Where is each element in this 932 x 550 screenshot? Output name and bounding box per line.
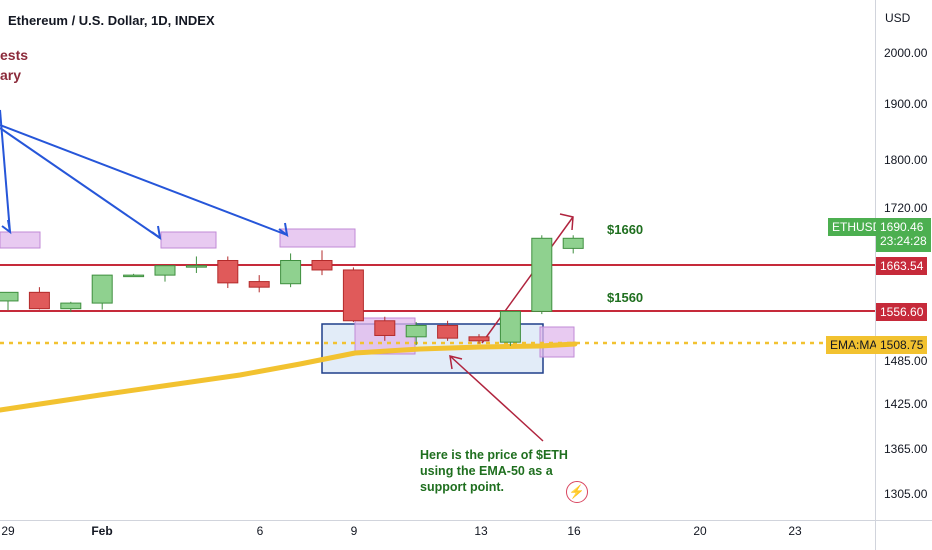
date-tick-label: 9 bbox=[350, 524, 358, 538]
highlight-box-1 bbox=[0, 231, 41, 249]
blue-trend-arrow-1 bbox=[0, 127, 161, 239]
candle-body bbox=[280, 259, 302, 285]
date-tick-label: 16 bbox=[567, 524, 581, 538]
date-tick-label: 6 bbox=[256, 524, 264, 538]
note-line-3: support point. bbox=[420, 480, 505, 494]
date-tick-label: Feb bbox=[91, 524, 113, 538]
blue-arrowhead-1 bbox=[1, 219, 12, 235]
red-breakout-arrow bbox=[481, 216, 574, 344]
date-tick-label: 23 bbox=[788, 524, 802, 538]
chart-title: Ethereum / U.S. Dollar, 1D, INDEX bbox=[8, 13, 215, 28]
blue-trend-arrow-3 bbox=[0, 109, 11, 233]
candle-body bbox=[468, 336, 490, 342]
candle-body bbox=[342, 269, 364, 322]
candle-body bbox=[437, 324, 459, 339]
last-price-tag: 1690.46 23:24:28 bbox=[876, 218, 931, 252]
candle-body bbox=[374, 320, 396, 336]
red-arrowhead-up bbox=[559, 213, 574, 231]
price-tick-label: 2000.00 bbox=[884, 46, 928, 60]
date-tick-label: 13 bbox=[474, 524, 488, 538]
ema-label-tag: EMA:MA bbox=[826, 336, 882, 354]
candle-body bbox=[562, 237, 584, 249]
bar-countdown: 23:24:28 bbox=[880, 234, 927, 248]
lightning-bolt-icon[interactable]: ⚡ bbox=[566, 481, 588, 503]
ema-price-tag: 1508.75 bbox=[876, 336, 928, 354]
last-price: 1690.46 bbox=[880, 220, 924, 234]
red-pointer-arrow bbox=[449, 355, 544, 442]
price-tick-label: 1365.00 bbox=[884, 442, 928, 456]
highlight-box-2 bbox=[160, 231, 217, 249]
note-line-2: using the EMA-50 as a bbox=[420, 464, 553, 478]
candle-body bbox=[499, 310, 521, 343]
candle-body bbox=[217, 259, 239, 284]
candle-body bbox=[405, 324, 427, 338]
blue-arrowhead-2 bbox=[151, 225, 162, 241]
annotation-note: Here is the price of $ETH using the EMA-… bbox=[420, 447, 568, 495]
candle-body bbox=[60, 302, 82, 310]
candle-body bbox=[28, 291, 50, 310]
candle-body bbox=[248, 281, 270, 288]
ema-50-line bbox=[0, 341, 578, 413]
price-tick-label: 1425.00 bbox=[884, 397, 928, 411]
price-tick-label: 1305.00 bbox=[884, 487, 928, 501]
note-line-1: Here is the price of $ETH bbox=[420, 448, 568, 462]
candle-body bbox=[185, 265, 207, 268]
date-tick-label: 29 bbox=[1, 524, 15, 538]
date-tick-label: 20 bbox=[693, 524, 707, 538]
red-arrowhead-down bbox=[449, 354, 463, 370]
candles bbox=[0, 235, 584, 346]
candle-body bbox=[0, 291, 19, 302]
highlight-box-3 bbox=[279, 228, 356, 248]
price-tick-label: 1800.00 bbox=[884, 153, 928, 167]
candle-body bbox=[91, 274, 113, 304]
time-axis-border bbox=[0, 520, 932, 521]
candle-body bbox=[154, 265, 176, 276]
candle-body bbox=[311, 259, 333, 271]
resistance-level-label: $1660 bbox=[607, 222, 644, 237]
idea-text-line-2: ary bbox=[0, 67, 22, 83]
blue-trend-arrow-2 bbox=[0, 124, 288, 236]
idea-text-line-1: ests bbox=[0, 47, 29, 63]
price-tick-label: 1900.00 bbox=[884, 97, 928, 111]
price-tick-label: 1485.00 bbox=[884, 354, 928, 368]
support-level-label: $1560 bbox=[607, 290, 644, 305]
symbol-tag: ETHUSD bbox=[828, 218, 886, 236]
price-tick-label: 1720.00 bbox=[884, 201, 928, 215]
blue-arrowhead-3 bbox=[278, 222, 289, 238]
resistance-price-tag: 1663.54 bbox=[876, 257, 928, 275]
candle-body bbox=[531, 237, 553, 312]
candle-body bbox=[123, 274, 145, 278]
currency-label[interactable]: USD bbox=[885, 11, 911, 25]
price-axis-border bbox=[875, 0, 876, 550]
support-price-tag: 1556.60 bbox=[876, 303, 928, 321]
